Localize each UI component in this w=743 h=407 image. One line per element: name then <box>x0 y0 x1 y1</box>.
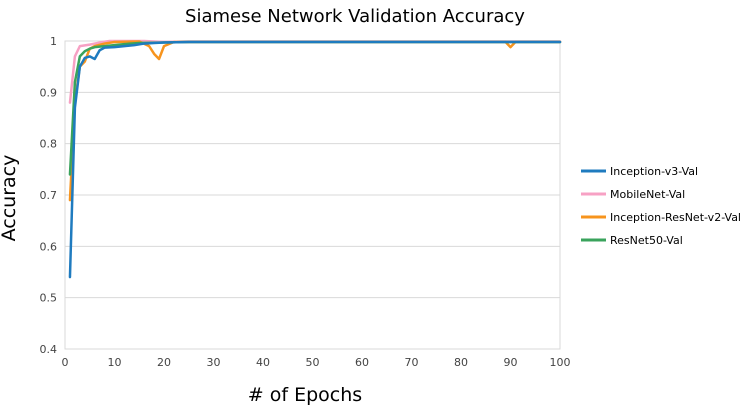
legend-label: Inception-v3-Val <box>610 165 698 178</box>
y-tick-label: 1 <box>50 35 57 48</box>
legend-label: ResNet50-Val <box>610 234 683 247</box>
legend-item-inception-resnet-v2-val: Inception-ResNet-v2-Val <box>581 211 741 224</box>
x-tick-label: 70 <box>405 356 419 369</box>
y-tick-label: 0.4 <box>40 343 58 356</box>
legend-item-mobilenet-val: MobileNet-Val <box>581 188 685 201</box>
legend-label: MobileNet-Val <box>610 188 685 201</box>
legend-item-inception-v3-val: Inception-v3-Val <box>581 165 698 178</box>
legend-item-resnet50-val: ResNet50-Val <box>581 234 683 247</box>
series-line-resnet50-val <box>68 40 562 176</box>
series-line-inception-resnet-v2-val <box>68 40 562 202</box>
x-axis-title: # of Epochs <box>248 384 362 406</box>
x-tick-label: 0 <box>62 356 69 369</box>
y-tick-label: 0.9 <box>40 86 58 99</box>
x-tick-label: 40 <box>256 356 270 369</box>
x-tick-label: 60 <box>355 356 369 369</box>
y-axis-title: Accuracy <box>0 155 20 242</box>
legend: Inception-v3-Val MobileNet-Val Inception-R… <box>581 165 741 247</box>
legend-label: Inception-ResNet-v2-Val <box>610 211 741 224</box>
y-axis-ticks: 0.4 0.5 0.6 0.7 0.8 0.9 1 <box>40 35 58 356</box>
y-tick-label: 0.5 <box>40 292 58 305</box>
x-tick-label: 20 <box>157 356 171 369</box>
x-tick-label: 30 <box>207 356 221 369</box>
y-tick-label: 0.8 <box>40 138 58 151</box>
x-axis-ticks: 0 10 20 30 40 50 60 70 80 90 100 <box>62 356 571 369</box>
series-line-mobilenet-val <box>68 39 562 104</box>
x-tick-label: 50 <box>306 356 320 369</box>
series-line-inception-v3-val <box>68 40 562 279</box>
x-tick-label: 100 <box>550 356 571 369</box>
x-tick-label: 90 <box>504 356 518 369</box>
y-tick-label: 0.6 <box>40 240 58 253</box>
y-tick-label: 0.7 <box>40 189 58 202</box>
series-layer <box>68 39 562 279</box>
x-tick-label: 80 <box>454 356 468 369</box>
x-tick-label: 10 <box>108 356 122 369</box>
chart-title: Siamese Network Validation Accuracy <box>185 6 525 27</box>
grid-layer <box>65 40 560 350</box>
